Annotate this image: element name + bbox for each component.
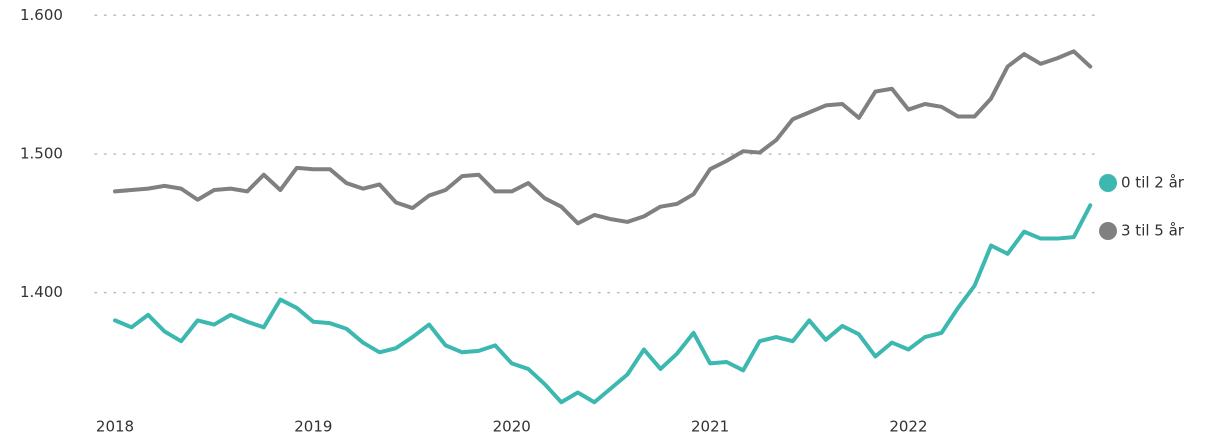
y-tick-label: 1.400 xyxy=(20,283,63,301)
legend-label: 0 til 2 år xyxy=(1121,174,1185,192)
legend-marker xyxy=(1099,222,1117,240)
line-series xyxy=(113,49,1093,226)
x-tick-label: 2022 xyxy=(889,418,927,436)
legend-marker xyxy=(1099,174,1117,192)
x-tick-label: 2021 xyxy=(691,418,729,436)
legend-label: 3 til 5 år xyxy=(1121,222,1185,240)
y-tick-label: 1.600 xyxy=(20,6,63,24)
x-tick-label: 2020 xyxy=(493,418,531,436)
y-tick-label: 1.500 xyxy=(20,144,63,162)
x-tick-label: 2019 xyxy=(294,418,332,436)
line-series xyxy=(113,203,1093,405)
x-tick-label: 2018 xyxy=(96,418,134,436)
